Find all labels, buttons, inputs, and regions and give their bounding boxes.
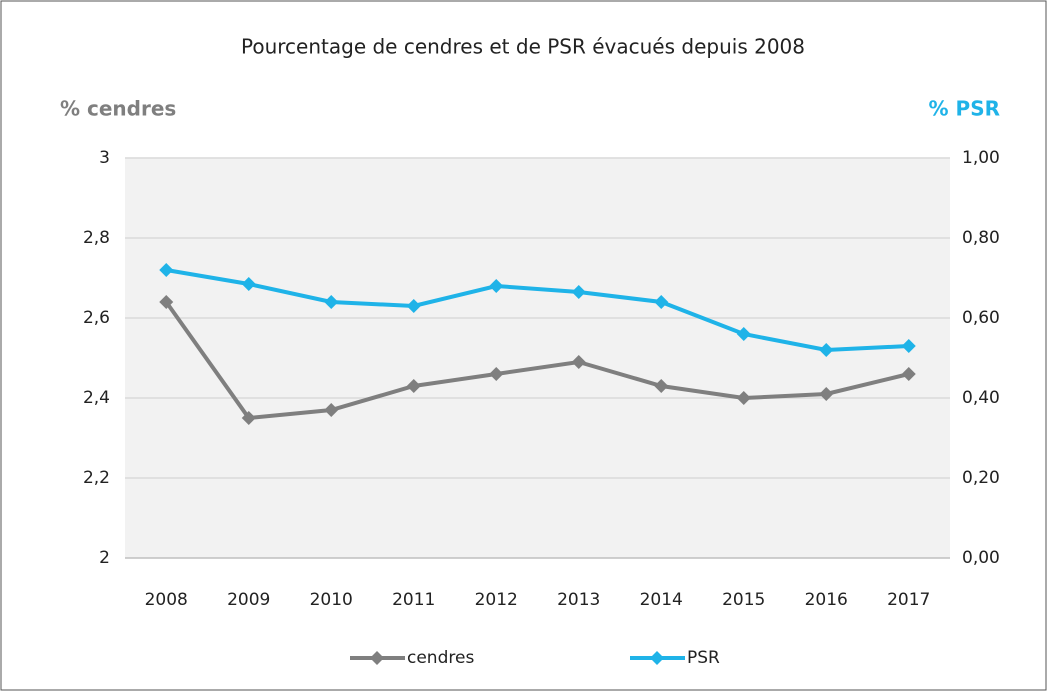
y-tick-label: 2,6 <box>83 308 110 328</box>
y2-tick-label: 0,60 <box>962 308 1000 328</box>
x-tick-label: 2010 <box>310 590 353 610</box>
x-tick-label: 2008 <box>145 590 188 610</box>
series-line <box>164 300 910 421</box>
point-marker <box>736 327 751 341</box>
x-tick-label: 2012 <box>475 590 518 610</box>
point-marker <box>736 391 751 405</box>
point-marker <box>324 403 339 417</box>
x-tick-label: 2013 <box>557 590 600 610</box>
point-marker <box>159 263 174 277</box>
point-marker <box>901 367 916 381</box>
x-tick-label: 2011 <box>392 590 435 610</box>
y-tick-label: 2,8 <box>83 228 110 248</box>
point-marker <box>489 279 504 293</box>
x-tick-label: 2017 <box>887 590 930 610</box>
point-marker <box>241 411 256 425</box>
x-tick-label: 2009 <box>227 590 270 610</box>
y2-tick-label: 0,40 <box>962 388 1000 408</box>
y-axis-label: % cendres <box>60 97 176 121</box>
point-marker <box>241 277 256 291</box>
point-marker <box>571 285 586 299</box>
legend-marker <box>650 651 664 665</box>
point-marker <box>571 355 586 369</box>
y2-tick-label: 0,00 <box>962 548 1000 568</box>
legend-marker <box>370 651 384 665</box>
y-tick-label: 2 <box>99 548 110 568</box>
y2-tick-label: 1,00 <box>962 148 1000 168</box>
x-tick-label: 2014 <box>640 590 683 610</box>
legend-label: PSR <box>687 648 720 668</box>
x-tick-label: 2016 <box>805 590 848 610</box>
point-marker <box>819 387 834 401</box>
point-marker <box>159 295 174 309</box>
point-marker <box>654 295 669 309</box>
point-marker <box>901 339 916 353</box>
legend-label: cendres <box>407 648 474 668</box>
point-marker <box>406 299 421 313</box>
point-marker <box>324 295 339 309</box>
series-line <box>165 268 909 353</box>
y2-tick-label: 0,80 <box>962 228 1000 248</box>
point-marker <box>819 343 834 357</box>
x-tick-label: 2015 <box>722 590 765 610</box>
y2-axis-label: % PSR <box>929 97 1000 121</box>
point-marker <box>654 379 669 393</box>
chart-title: Pourcentage de cendres et de PSR évacués… <box>241 35 805 59</box>
plot-area <box>125 158 950 558</box>
point-marker <box>489 367 504 381</box>
y2-tick-label: 0,20 <box>962 468 1000 488</box>
point-marker <box>406 379 421 393</box>
y-tick-label: 2,4 <box>83 388 110 408</box>
y-tick-label: 2,2 <box>83 468 110 488</box>
y-tick-label: 3 <box>99 148 110 168</box>
